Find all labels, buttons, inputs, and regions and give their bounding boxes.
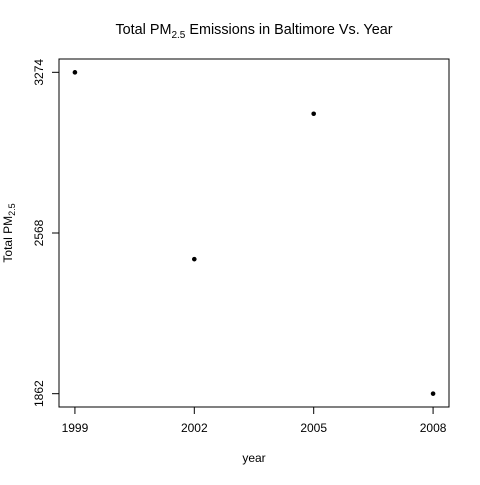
y-tick-label: 2568 xyxy=(32,219,46,246)
x-tick-label: 1999 xyxy=(62,421,89,435)
data-point xyxy=(192,257,197,262)
chart-title-suffix: Emissions in Baltimore Vs. Year xyxy=(185,22,392,38)
data-points xyxy=(73,70,436,396)
data-point xyxy=(431,391,436,396)
y-axis-label-subscript: 2.5 xyxy=(7,203,17,216)
chart-title: Total PM2.5 Emissions in Baltimore Vs. Y… xyxy=(115,22,392,41)
y-tick-label: 3274 xyxy=(32,59,46,86)
plot-area-border xyxy=(59,59,449,407)
x-tick-label: 2008 xyxy=(420,421,447,435)
chart-title-subscript: 2.5 xyxy=(171,30,185,41)
x-tick-label: 2005 xyxy=(300,421,327,435)
x-axis-label: year xyxy=(242,451,265,465)
data-point xyxy=(311,111,316,116)
y-axis: 1862 2568 3274 xyxy=(32,59,59,407)
y-axis-label: Total PM2.5 xyxy=(1,203,17,262)
data-point xyxy=(73,70,78,75)
x-tick-label: 2002 xyxy=(181,421,208,435)
chart-title-prefix: Total PM xyxy=(115,22,171,38)
x-axis: 1999 2002 2005 2008 xyxy=(62,407,447,435)
y-tick-label: 1862 xyxy=(32,380,46,407)
y-axis-label-prefix: Total PM xyxy=(1,216,15,263)
